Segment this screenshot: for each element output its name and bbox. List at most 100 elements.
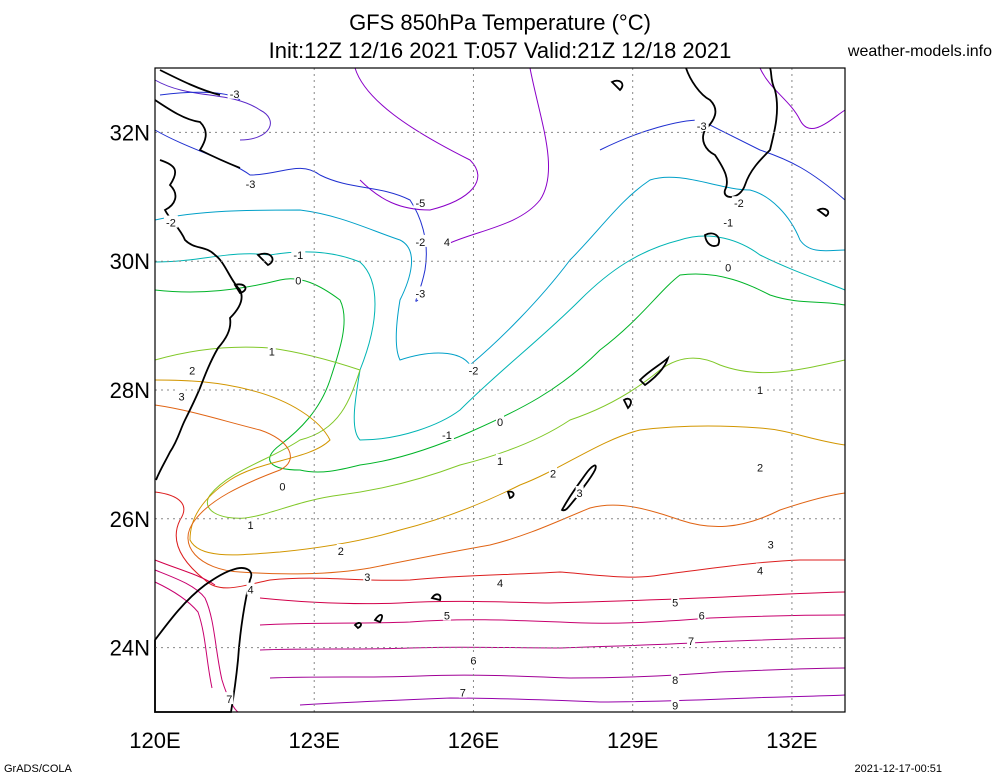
- contour-label: 0: [497, 417, 503, 429]
- contour-line-minus5: [354, 67, 479, 211]
- contour-label: 2: [189, 366, 195, 378]
- contour-label-bg: [413, 286, 428, 299]
- contour-label: 4: [247, 585, 253, 597]
- contour-line-plus6: [259, 614, 846, 626]
- contour-label-bg: [442, 234, 451, 247]
- contour-label-bg: [458, 685, 467, 698]
- contour-label: -3: [230, 89, 240, 101]
- coastline-china: [155, 159, 243, 481]
- map-title-line1: GFS 850hPa Temperature (°C): [349, 10, 651, 35]
- contour-label: 0: [295, 276, 301, 288]
- contour-label: 9: [672, 701, 678, 713]
- contour-label: -1: [293, 250, 303, 262]
- source-site-label: weather-models.info: [847, 43, 992, 60]
- contour-label-bg: [246, 582, 255, 595]
- contour-label-bg: [439, 428, 454, 441]
- contour-label-bg: [278, 479, 287, 492]
- lon-label: 120E: [129, 728, 180, 753]
- contour-label-bg: [756, 383, 765, 395]
- contour-label-bg: [671, 672, 680, 685]
- contour-label-bg: [413, 234, 428, 247]
- contour-label-bg: [721, 215, 736, 228]
- contour-line-plus2: [154, 379, 846, 556]
- contour-label-bg: [291, 247, 306, 260]
- contour-label-bg: [469, 653, 478, 666]
- contour-label-bg: [267, 344, 276, 357]
- contour-label-bg: [163, 215, 178, 228]
- lat-label: 28N: [110, 378, 150, 403]
- contour-label: -2: [415, 237, 425, 249]
- lat-label: 24N: [110, 636, 150, 661]
- contour-line-plus7: [259, 637, 846, 651]
- footer-software-label: GrADS/COLA: [4, 763, 72, 775]
- contour-label-bg: [756, 460, 765, 473]
- contour-line-minus3: [154, 91, 427, 302]
- contour-label: -3: [697, 121, 707, 133]
- lat-label: 26N: [110, 507, 150, 532]
- contour-label: -1: [723, 218, 733, 230]
- coastline-islands-misc: [233, 79, 830, 500]
- footer-timestamp: 2021-12-17-00:51: [854, 763, 942, 775]
- lat-label: 32N: [110, 120, 150, 145]
- contour-label: 3: [364, 572, 370, 584]
- contour-label: 7: [688, 636, 694, 648]
- coastline-taiwan: [154, 567, 253, 713]
- contour-line-minus5: [449, 67, 550, 244]
- coastline-miyako: [353, 593, 442, 630]
- map-title-line2: Init:12Z 12/16 2021 T:057 Valid:21Z 12/1…: [268, 38, 732, 63]
- graticule: [155, 68, 845, 712]
- contour-line-plus5: [154, 559, 846, 605]
- contour-label: 6: [699, 610, 705, 622]
- contour-label-bg: [687, 634, 696, 647]
- lon-label: 132E: [766, 728, 817, 753]
- contour-label-bg: [496, 453, 504, 466]
- coastline-tanegashima: [704, 232, 720, 247]
- contour-label-bg: [243, 176, 258, 189]
- contour-label-bg: [697, 608, 706, 621]
- contour-label: -2: [469, 366, 479, 378]
- contour-label-bg: [413, 196, 428, 209]
- contour-label: 1: [269, 346, 275, 358]
- contour-label: 7: [460, 688, 466, 700]
- coastline-china-north: [154, 69, 241, 169]
- contour-label: 1: [757, 385, 763, 397]
- contour-label-bg: [294, 273, 303, 286]
- contour-label-bg: [336, 544, 345, 556]
- contour-label: 3: [768, 540, 774, 552]
- contour-label-bg: [363, 569, 372, 582]
- contour-line-plus1: [154, 346, 846, 519]
- contour-label: 4: [497, 578, 503, 590]
- contour-line-plus3: [154, 404, 846, 575]
- contour-label: -1: [442, 430, 452, 442]
- contour-label: -3: [246, 179, 256, 191]
- contour-label-bg: [575, 486, 584, 499]
- contour-label-bg: [496, 415, 504, 428]
- contour-label-bg: [724, 260, 733, 273]
- contour-label-bg: [766, 537, 775, 550]
- coastline-okinawa: [560, 464, 597, 512]
- coastline-kyushu: [685, 67, 778, 198]
- contour-label: 2: [338, 546, 344, 558]
- coastline-amami-oshima: [638, 355, 670, 387]
- contour-line-minus1: [154, 235, 846, 441]
- contour-label: 1: [497, 456, 503, 468]
- contour-label-bg: [177, 389, 186, 402]
- lon-label: 126E: [448, 728, 499, 753]
- contour-label: 4: [757, 565, 763, 577]
- contour-label-bg: [549, 466, 558, 479]
- contour-label: 1: [247, 520, 253, 532]
- contour-line-zero: [154, 273, 846, 473]
- contour-label-bg: [466, 363, 481, 376]
- contour-line-plus8: [269, 667, 846, 679]
- contour-label: 5: [672, 598, 678, 610]
- contour-label: 2: [757, 462, 763, 474]
- contour-label: 8: [672, 675, 678, 687]
- latitude-labels: 24N 26N 28N 30N 32N: [110, 120, 150, 660]
- contour-label: 4: [444, 237, 450, 249]
- contour-line-plus9: [299, 694, 846, 706]
- contour-label-bg: [671, 698, 680, 711]
- contour-line-minus3: [599, 119, 846, 201]
- contour-label: -2: [734, 198, 744, 210]
- contour-label: 0: [279, 482, 285, 494]
